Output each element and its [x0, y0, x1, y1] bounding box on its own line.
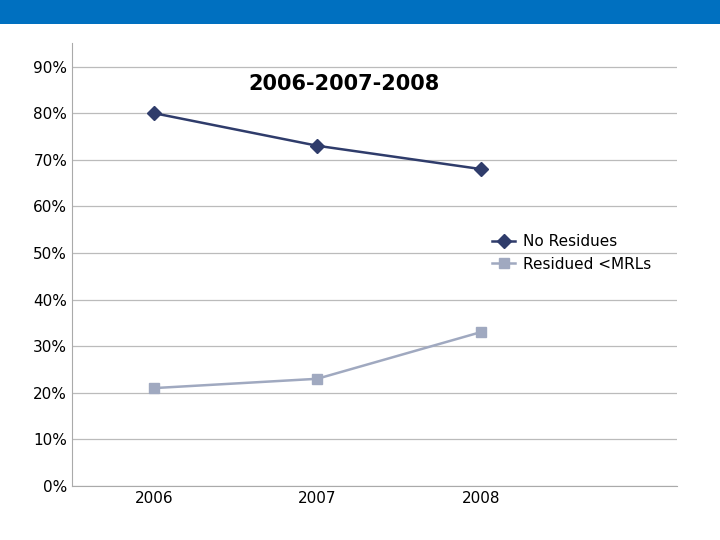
- No Residues: [150, 110, 158, 116]
- Legend: No Residues, Residued <MRLs: No Residues, Residued <MRLs: [486, 228, 657, 278]
- Line: No Residues: No Residues: [149, 108, 485, 174]
- Residued <MRLs: [150, 385, 158, 392]
- Text: 2006-2007-2008: 2006-2007-2008: [248, 74, 440, 94]
- Residued <MRLs: [313, 375, 322, 382]
- No Residues: [313, 143, 322, 149]
- Line: Residued <MRLs: Residued <MRLs: [149, 327, 485, 393]
- Residued <MRLs: [477, 329, 485, 335]
- No Residues: [477, 166, 485, 172]
